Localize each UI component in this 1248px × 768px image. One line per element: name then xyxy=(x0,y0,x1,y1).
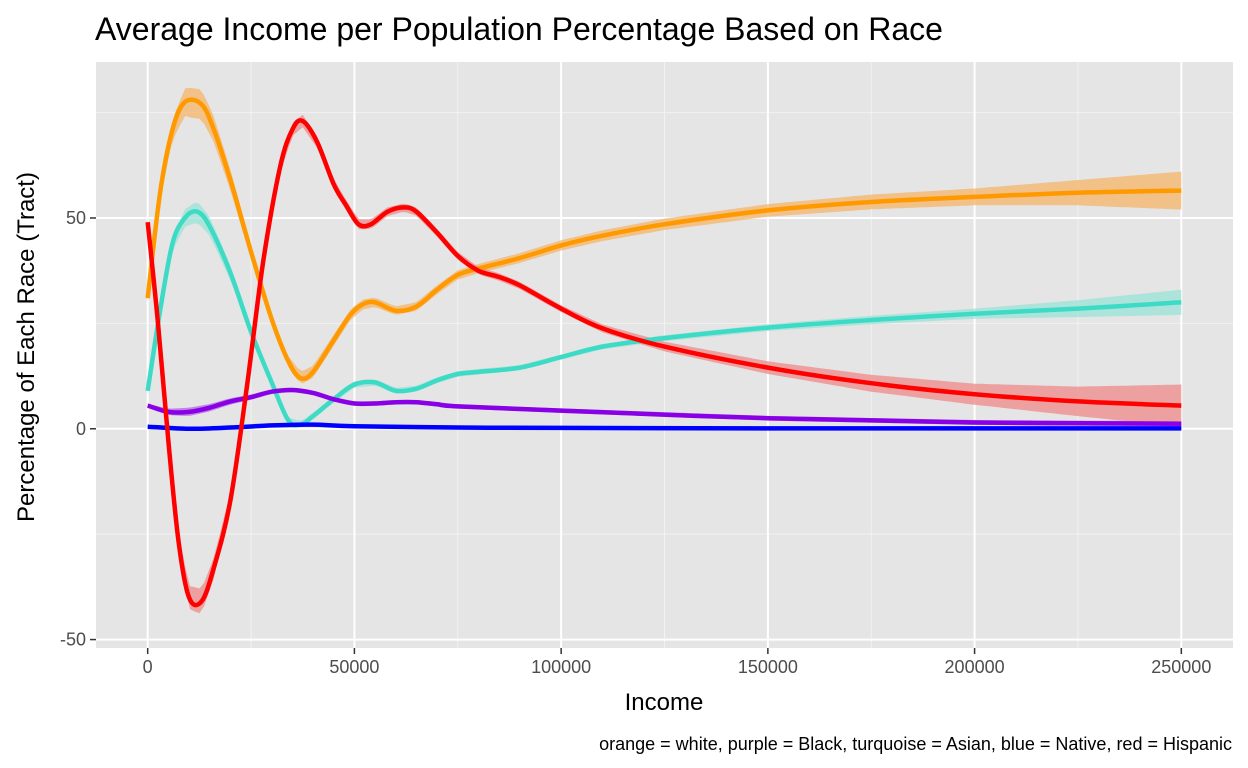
chart-caption: orange = white, purple = Black, turquois… xyxy=(599,734,1232,754)
y-tick-label: -50 xyxy=(60,630,86,650)
x-tick-label: 200000 xyxy=(945,657,1005,677)
y-tick-label: 0 xyxy=(76,419,86,439)
x-tick-label: 100000 xyxy=(531,657,591,677)
series-2-line xyxy=(147,387,1182,426)
chart-title: Average Income per Population Percentage… xyxy=(95,11,943,47)
series-0-line xyxy=(145,97,1182,382)
x-tick-label: 250000 xyxy=(1151,657,1211,677)
axis-ticks xyxy=(90,217,1183,654)
x-tick-label: 0 xyxy=(143,657,153,677)
series-lines xyxy=(145,97,1182,608)
series-3-line xyxy=(147,422,1182,432)
x-tick-label: 150000 xyxy=(738,657,798,677)
series-1-line xyxy=(145,209,1182,428)
series-4-line xyxy=(145,118,1182,608)
y-axis-title: Percentage of Each Race (Tract) xyxy=(13,172,40,522)
x-tick-label: 50000 xyxy=(329,657,379,677)
x-axis-title: Income xyxy=(625,689,704,716)
y-tick-label: 50 xyxy=(66,208,86,228)
minor-gridlines xyxy=(96,62,1233,648)
axis-tick-labels: 0 50000 100000 150000 200000 250000 -50 0 50 xyxy=(60,208,1211,677)
